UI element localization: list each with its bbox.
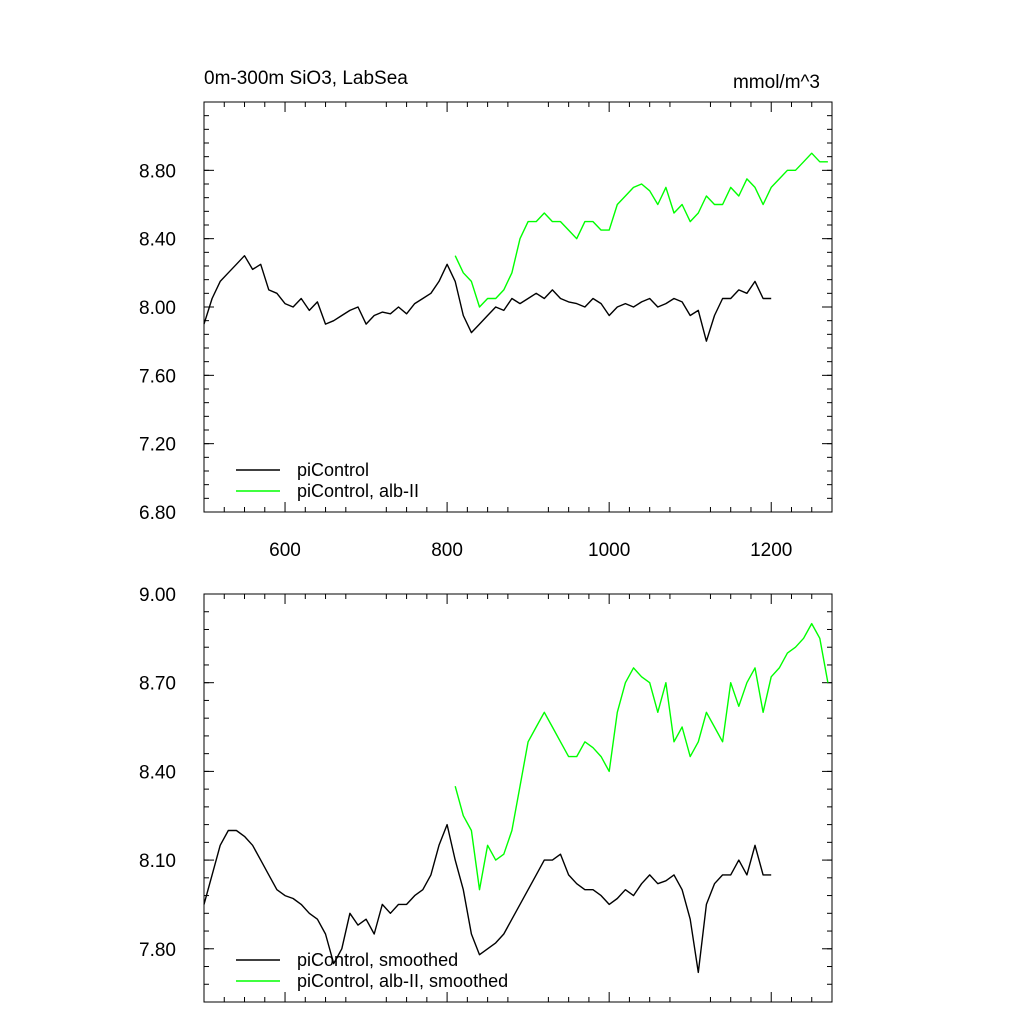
top-panel-frame [203,101,833,513]
y-tick-label: 8.40 [139,762,176,783]
series-line [454,622,829,891]
top-panel: 0m-300m SiO3, LabSea mmol/m^3 600 800 1000… [139,68,833,561]
y-tick-label: 8.40 [139,230,176,251]
series-line [454,152,828,308]
bottom-panel: 7.80 8.10 8.40 8.70 9.00 piControl, smoothed… [139,585,833,1003]
y-tick-label: 8.80 [139,161,176,182]
top-panel-title: 0m-300m SiO3, LabSea [204,68,408,89]
legend-label: piControl, alb-II, smoothed [297,971,508,991]
top-panel-series [203,152,828,342]
y-tick-label: 7.60 [139,366,176,387]
legend-label: piControl, smoothed [297,950,458,970]
top-panel-ticks: 600 800 1000 1200 6.80 7.20 7.60 8.00 8.40 8.80 [139,101,833,561]
x-tick-label: 800 [431,540,463,561]
y-tick-label: 7.80 [139,940,176,961]
bottom-panel-frame [203,593,833,1003]
y-tick-label: 8.70 [139,674,176,695]
x-tick-label: 1200 [750,540,792,561]
y-tick-label: 6.80 [139,503,176,524]
y-tick-label: 8.10 [139,851,176,872]
bottom-panel-series [203,622,829,974]
bottom-panel-ticks: 7.80 8.10 8.40 8.70 9.00 [139,585,833,1003]
top-panel-units: mmol/m^3 [733,72,820,93]
series-line [203,823,772,974]
y-tick-label: 8.00 [139,298,176,319]
y-tick-label: 7.20 [139,435,176,456]
legend-label: piControl, alb-II [297,481,419,501]
x-tick-label: 600 [269,540,301,561]
legend-label: piControl [297,460,369,480]
x-tick-label: 1000 [588,540,630,561]
series-line [203,254,772,342]
y-tick-label: 9.00 [139,585,176,606]
